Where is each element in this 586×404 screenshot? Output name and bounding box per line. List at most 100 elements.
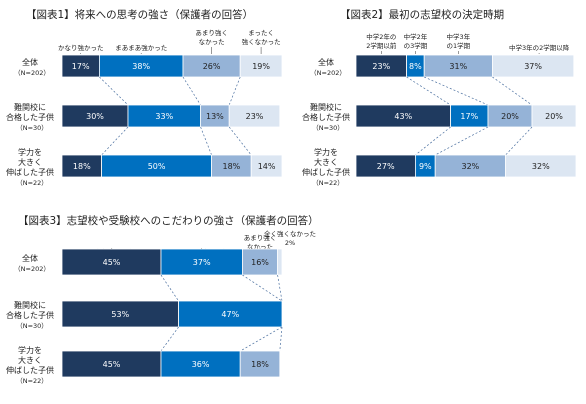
- bar-segment: [241, 248, 278, 276]
- legend-label: 中学3年: [446, 32, 470, 41]
- data-label: 18%: [251, 360, 269, 369]
- data-label: 23%: [372, 62, 390, 71]
- data-label: 43%: [394, 112, 412, 121]
- legend-label: の3学期: [404, 41, 428, 50]
- data-label: 17%: [460, 112, 478, 121]
- data-label: 26%: [203, 62, 221, 71]
- category-label: 難関校に: [310, 102, 342, 112]
- legend-label: かなり強かった: [58, 44, 104, 52]
- bar-segment: [250, 154, 283, 178]
- data-label: 33%: [155, 112, 173, 121]
- connector-line: [99, 76, 129, 106]
- category-label: 難関校に: [14, 300, 46, 310]
- legend-label: 全く強くなかった: [264, 229, 316, 238]
- legend-label: 2%: [285, 239, 295, 247]
- legend-label: 中学2年: [404, 32, 428, 41]
- data-label: 14%: [258, 162, 276, 171]
- legend-label: なかった: [199, 38, 225, 46]
- bar-segment: [505, 154, 577, 178]
- data-label: 23%: [246, 112, 264, 121]
- legend-label: なかった: [247, 243, 273, 251]
- connector-line: [424, 76, 489, 106]
- category-label: 難関校に: [14, 102, 46, 112]
- data-label: 32%: [462, 162, 480, 171]
- data-label: 53%: [111, 310, 129, 319]
- category-label: 合格した子供: [6, 310, 54, 320]
- category-label: 全体: [22, 253, 38, 263]
- category-n: （N=30）: [312, 124, 344, 132]
- legend-label: まったく: [248, 29, 274, 37]
- connector-line: [406, 76, 451, 106]
- connector-line: [228, 76, 241, 106]
- category-label: 学力を: [18, 147, 42, 157]
- connector-line: [242, 274, 283, 302]
- bar-segment: [277, 248, 283, 276]
- category-label: 伸ばした子供: [6, 167, 54, 177]
- connector-line: [228, 126, 252, 156]
- connector-line: [279, 326, 283, 352]
- chart-title: 【図表2】最初の志望校の決定時期: [340, 8, 504, 21]
- legend-label: 中学3年の2学期以降: [509, 43, 570, 52]
- bar-segment: [61, 248, 162, 276]
- category-label: 大きく: [18, 355, 42, 365]
- data-label: 37%: [524, 62, 542, 71]
- data-label: 18%: [73, 162, 91, 171]
- bar-segment: [160, 350, 241, 378]
- chart-title: 【図表3】志望校や受験校へのこだわりの強さ（保護者の回答）: [18, 214, 319, 227]
- legend-label: 中学2年の: [366, 32, 396, 41]
- data-label: 8%: [409, 62, 422, 71]
- bar-segment: [160, 248, 243, 276]
- data-label: 13%: [206, 112, 224, 121]
- legend-label: 2学期以前: [366, 41, 397, 50]
- connector-line: [492, 76, 533, 106]
- data-label: 38%: [132, 62, 150, 71]
- category-label: 全体: [22, 57, 38, 67]
- data-label: 32%: [532, 162, 550, 171]
- chart-1: 【図表1】将来への思考の強さ（保護者の回答） かなり強かった まあまあ強かった あまり…: [6, 8, 283, 187]
- category-label: 全体: [318, 57, 334, 67]
- data-label: 37%: [193, 258, 211, 267]
- chart-title: 【図表1】将来への思考の強さ（保護者の回答）: [26, 8, 253, 21]
- bar-segment: [61, 300, 179, 328]
- data-label: 50%: [148, 162, 166, 171]
- connector-line: [435, 126, 489, 156]
- connector-line: [277, 274, 283, 302]
- category-n: （N=22）: [16, 179, 48, 187]
- category-label: 大きく: [314, 157, 338, 167]
- category-n: （N=202）: [14, 69, 50, 77]
- data-label: 17%: [72, 62, 90, 71]
- legend-label: 強くなかった: [242, 38, 281, 46]
- category-n: （N=202）: [310, 69, 346, 77]
- data-label: 20%: [501, 112, 519, 121]
- connector-line: [160, 326, 179, 352]
- category-label: 大きく: [18, 157, 42, 167]
- connector-line: [200, 126, 212, 156]
- category-label: 合格した子供: [302, 112, 350, 122]
- data-label: 45%: [103, 360, 121, 369]
- legend-label: まあまあ強かった: [115, 44, 167, 52]
- category-label: 学力を: [314, 147, 338, 157]
- category-n: （N=30）: [16, 322, 48, 330]
- category-n: （N=202）: [14, 265, 50, 273]
- data-label: 9%: [419, 162, 432, 171]
- chart-3: 【図表3】志望校や受験校へのこだわりの強さ（保護者の回答）かなり強かったまあまあ…: [6, 214, 319, 385]
- bar-segment: [239, 350, 281, 378]
- legend-label: の1学期: [446, 41, 470, 50]
- data-label: 27%: [377, 162, 395, 171]
- bar-segment: [228, 104, 281, 128]
- legend-label: あまり強く: [244, 234, 277, 242]
- data-label: 47%: [221, 310, 239, 319]
- data-label: 45%: [103, 258, 121, 267]
- connector-line: [101, 126, 129, 156]
- connector-line: [182, 76, 201, 106]
- category-label: 学力を: [18, 345, 42, 355]
- bar-segment: [239, 54, 283, 78]
- connector-line: [505, 126, 533, 156]
- data-label: 31%: [449, 62, 467, 71]
- category-n: （N=30）: [16, 124, 48, 132]
- connector-line: [415, 126, 451, 156]
- category-n: （N=22）: [16, 377, 48, 385]
- bar-segment: [491, 54, 575, 78]
